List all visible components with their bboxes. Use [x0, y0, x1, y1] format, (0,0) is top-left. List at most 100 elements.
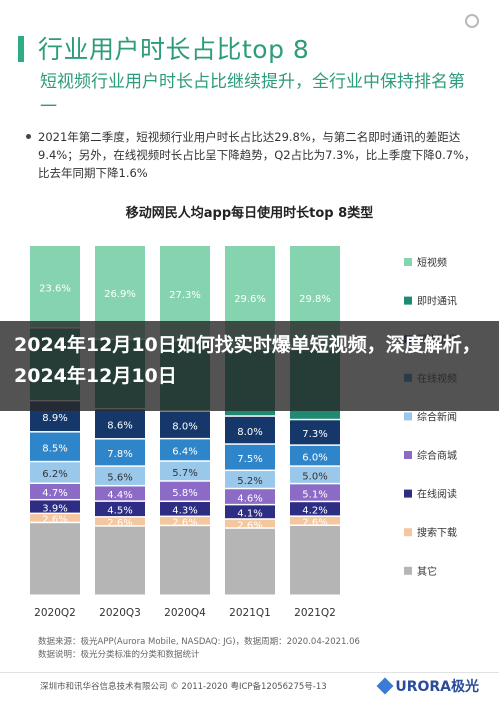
footer-divider	[0, 672, 499, 673]
bar-segment-2020Q2-0	[30, 523, 80, 595]
legend-swatch-6	[404, 489, 412, 498]
bar-segment-2021Q2-3	[290, 484, 340, 501]
bar-segment-2020Q3-5	[95, 439, 145, 466]
x-tick-label-2021Q2: 2021Q2	[294, 607, 336, 619]
bar-segment-2020Q3-3	[95, 486, 145, 501]
data-label-2021Q1-2: 4.1%	[237, 509, 262, 520]
data-label-2020Q2-6: 8.9%	[42, 413, 67, 424]
x-tick-label-2020Q2: 2020Q2	[34, 607, 76, 619]
data-label-2020Q2-1: 2.6%	[42, 515, 67, 526]
data-label-2020Q4-8: 27.3%	[169, 290, 201, 301]
data-label-2021Q2-1: 2.6%	[302, 517, 327, 528]
legend-label-5: 综合商城	[417, 449, 457, 462]
data-label-2020Q4-4: 5.7%	[172, 468, 197, 479]
x-tick-label-2020Q4: 2020Q4	[164, 607, 206, 619]
data-label-2021Q1-3: 4.6%	[237, 493, 262, 504]
data-label-2021Q2-2: 4.2%	[302, 506, 327, 517]
data-label-2020Q2-8: 23.6%	[39, 283, 71, 294]
bar-segment-2021Q2-1	[290, 516, 340, 525]
source-line-1: 数据来源：极光APP(Aurora Mobile, NASDAQ: JG)，数据…	[38, 637, 360, 647]
headline-overlay	[0, 321, 499, 411]
legend-swatch-8	[404, 566, 412, 575]
bar-segment-2020Q4-4	[160, 461, 210, 481]
x-tick-label-2020Q3: 2020Q3	[99, 607, 141, 619]
data-label-2021Q1-6: 8.0%	[237, 427, 262, 438]
bar-segment-2021Q1-3	[225, 489, 275, 504]
legend-swatch-1	[404, 296, 412, 305]
bar-segment-2021Q1-1	[225, 519, 275, 528]
data-label-2020Q2-2: 3.9%	[42, 503, 67, 514]
legend-swatch-5	[404, 451, 412, 459]
brand-mark-icon	[376, 677, 394, 695]
data-label-2020Q4-3: 5.8%	[172, 488, 197, 499]
data-label-2021Q1-5: 7.5%	[237, 454, 262, 465]
bar-segment-2021Q1-6	[225, 416, 275, 444]
data-label-2020Q3-6: 8.6%	[107, 421, 132, 432]
bar-segment-2020Q4-1	[160, 517, 210, 525]
data-label-2021Q2-5: 6.0%	[302, 452, 327, 463]
data-label-2021Q2-8: 29.8%	[299, 294, 331, 305]
data-label-2021Q1-8: 29.6%	[234, 294, 266, 305]
data-label-2020Q4-2: 4.3%	[172, 506, 197, 517]
data-label-2021Q2-6: 7.3%	[302, 429, 327, 440]
legend-swatch-7	[404, 528, 412, 537]
legend-label-1: 即时通讯	[417, 296, 457, 308]
legend-label-0: 短视频	[417, 256, 447, 269]
bar-segment-2021Q1-0	[225, 528, 275, 595]
page-subtitle: 短视频行业用户时长占比继续提升，全行业中保持排名第一	[40, 72, 465, 117]
legend-swatch-4	[404, 412, 412, 421]
brand-logo: URORA极光	[376, 676, 479, 696]
data-label-2021Q2-4: 5.0%	[302, 472, 327, 483]
legend-label-6: 在线阅读	[417, 488, 457, 501]
description-text: 2021年第二季度，短视频行业用户时长占比达29.8%，与第二名即时通讯的差距达…	[38, 130, 476, 180]
bar-segment-2021Q1-2	[225, 505, 275, 519]
data-label-2020Q3-4: 5.6%	[107, 473, 132, 484]
bar-segment-2020Q4-5	[160, 439, 210, 461]
bar-segment-2021Q1-5	[225, 444, 275, 470]
data-label-2021Q1-4: 5.2%	[237, 476, 262, 487]
data-label-2020Q4-6: 8.0%	[172, 421, 197, 432]
bar-segment-2020Q3-4	[95, 466, 145, 485]
corner-logo-icon	[465, 14, 479, 28]
bar-segment-2021Q2-6	[290, 420, 340, 445]
chart-title: 移动网民人均app每日使用时长top 8类型	[125, 206, 374, 221]
bullet-dot-icon	[26, 134, 31, 139]
bar-segment-2021Q2-4	[290, 466, 340, 483]
bar-segment-2020Q4-0	[160, 526, 210, 595]
headline-overlay-text: 2024年12月10日如何找实时爆单短视频，深度解析，2024年12月10日	[14, 334, 481, 387]
source-note: 数据来源：极光APP(Aurora Mobile, NASDAQ: JG)，数据…	[38, 636, 458, 662]
data-label-2021Q1-1: 2.6%	[237, 520, 262, 531]
data-label-2020Q3-3: 4.4%	[107, 490, 132, 501]
legend-label-4: 综合新闻	[417, 410, 457, 423]
brand-name: URORA极光	[395, 679, 479, 695]
data-label-2020Q2-4: 6.2%	[42, 469, 67, 480]
bar-segment-2020Q2-4	[30, 462, 80, 483]
data-label-2020Q2-5: 8.5%	[42, 443, 67, 454]
bar-segment-2020Q4-3	[160, 481, 210, 501]
bar-segment-2021Q2-5	[290, 445, 340, 466]
footer-copyright: 深圳市和讯华谷信息技术有限公司 © 2011-2020 粤ICP备1205627…	[40, 682, 327, 692]
bar-segment-2020Q3-2	[95, 501, 145, 517]
bar-segment-2020Q4-6	[160, 411, 210, 438]
bar-segment-2021Q2-0	[290, 526, 340, 595]
legend-swatch-0	[404, 258, 412, 266]
source-line-2: 数据说明：极光分类标准的分类和数据统计	[38, 650, 200, 660]
bar-segment-2020Q2-3	[30, 484, 80, 499]
data-label-2021Q2-3: 5.1%	[302, 489, 327, 500]
bar-segment-2020Q2-2	[30, 500, 80, 513]
x-tick-label-2021Q1: 2021Q1	[229, 607, 271, 619]
data-label-2020Q4-1: 2.6%	[172, 518, 197, 529]
bar-segment-2020Q2-5	[30, 432, 80, 461]
data-label-2020Q4-5: 6.4%	[172, 447, 197, 458]
title-accent-bar	[18, 36, 24, 62]
data-label-2020Q3-2: 4.5%	[107, 506, 132, 517]
bar-segment-2021Q2-2	[290, 502, 340, 516]
page-title: 行业用户时长占比top 8	[38, 35, 310, 64]
legend-label-7: 搜索下载	[417, 526, 457, 539]
data-label-2020Q3-5: 7.8%	[107, 449, 132, 460]
bar-segment-2021Q1-4	[225, 471, 275, 488]
legend-label-8: 其它	[417, 565, 437, 578]
bar-segment-2020Q2-8	[30, 246, 80, 328]
data-label-2020Q3-1: 2.6%	[107, 518, 132, 529]
